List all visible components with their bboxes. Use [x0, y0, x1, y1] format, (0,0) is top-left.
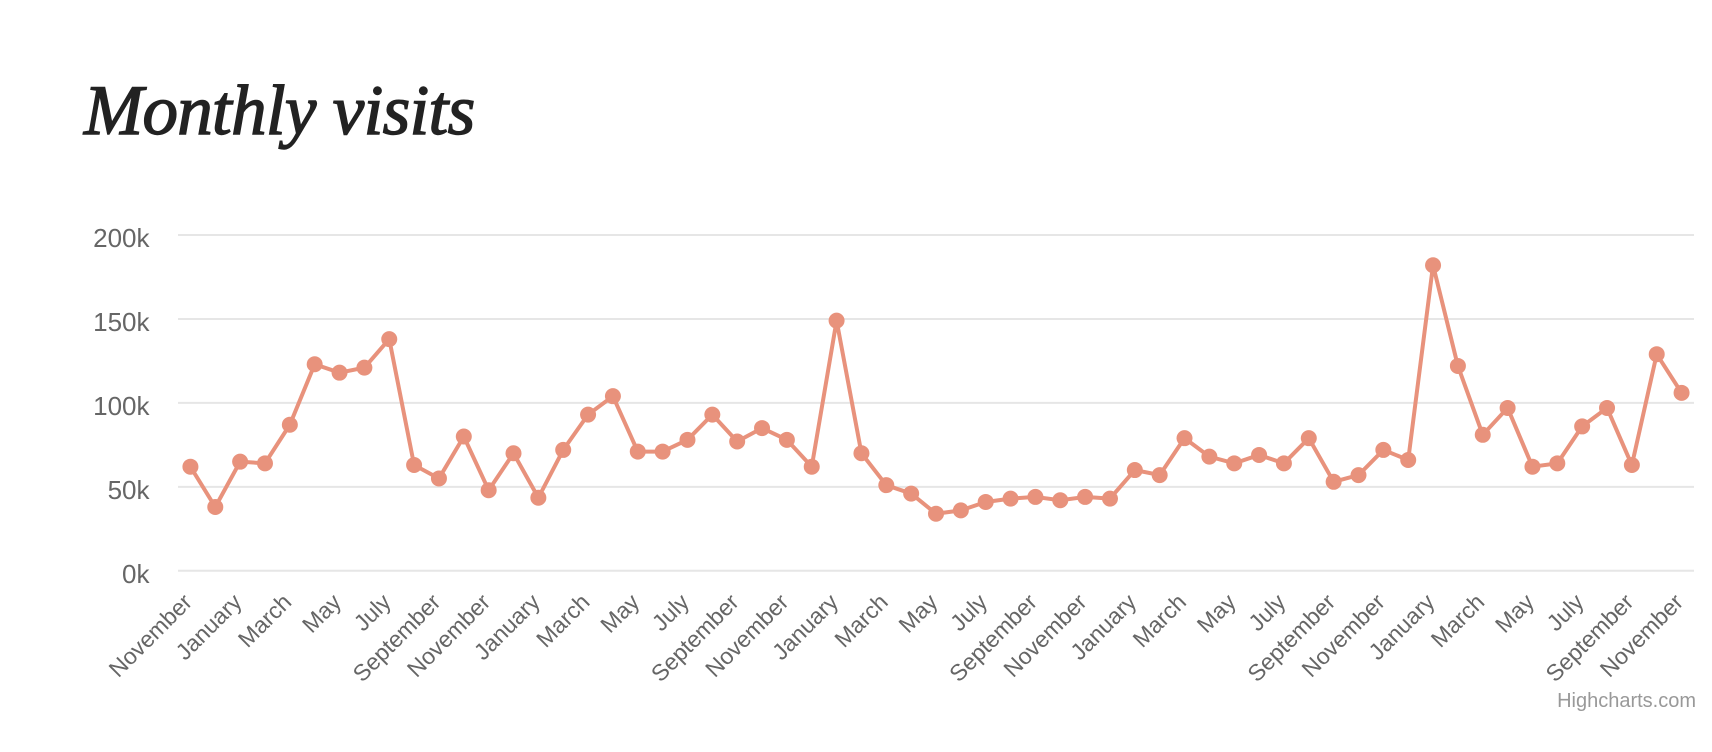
svg-text:200k: 200k — [93, 223, 150, 253]
svg-text:100k: 100k — [93, 391, 150, 421]
svg-text:50k: 50k — [108, 475, 151, 505]
svg-text:Monthly visits: Monthly visits — [83, 72, 475, 150]
svg-text:150k: 150k — [93, 307, 150, 337]
svg-text:Highcharts.com: Highcharts.com — [1557, 690, 1696, 712]
svg-text:0k: 0k — [122, 559, 150, 589]
